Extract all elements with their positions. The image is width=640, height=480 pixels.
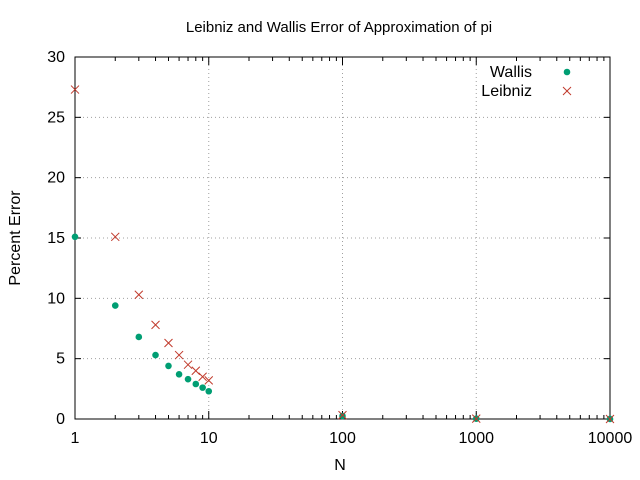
x-tick-label: 1 xyxy=(71,430,80,447)
y-tick-label: 15 xyxy=(47,230,65,247)
wallis-point xyxy=(135,333,143,341)
chart-title: Leibniz and Wallis Error of Approximatio… xyxy=(186,19,492,36)
x-axis: 1 10 100 1000 10000 xyxy=(71,57,633,447)
y-tick-label: 25 xyxy=(47,109,65,126)
leibniz-point xyxy=(471,414,481,423)
legend-label-wallis: Wallis xyxy=(490,64,532,81)
legend-marker-wallis xyxy=(563,68,571,76)
leibniz-point xyxy=(110,232,120,242)
x-tick-label: 10 xyxy=(200,430,218,447)
y-tick-label: 10 xyxy=(47,290,65,307)
wallis-point xyxy=(199,384,206,391)
wallis-point xyxy=(192,380,200,388)
leibniz-point xyxy=(134,290,144,300)
y-axis-label: Percent Error xyxy=(7,190,24,286)
wallis-point xyxy=(71,233,79,241)
wallis-point xyxy=(184,375,192,383)
wallis-point xyxy=(165,362,172,370)
wallis-point xyxy=(175,371,183,378)
y-tick-label: 20 xyxy=(47,170,65,187)
x-axis-label: N xyxy=(334,457,346,474)
legend-marker-leibniz xyxy=(562,86,572,96)
leibniz-point xyxy=(198,372,207,382)
wallis-point xyxy=(111,302,119,309)
y-tick-label: 5 xyxy=(56,351,65,368)
legend: Wallis Leibniz xyxy=(481,64,572,100)
wallis-point xyxy=(152,351,159,359)
wallis-point xyxy=(205,387,213,395)
leibniz-point xyxy=(70,85,80,94)
leibniz-point xyxy=(183,360,193,370)
y-axis: 0 5 10 15 20 25 30 xyxy=(47,49,610,428)
leibniz-point xyxy=(174,350,184,360)
legend-label-leibniz: Leibniz xyxy=(481,83,532,100)
leibniz-point xyxy=(605,414,615,424)
leibniz-point xyxy=(338,410,347,420)
x-tick-label: 10000 xyxy=(588,430,633,447)
leibniz-point xyxy=(191,366,201,376)
x-tick-label: 1000 xyxy=(458,430,494,447)
series-leibniz xyxy=(70,85,615,424)
leibniz-point xyxy=(164,338,173,348)
wallis-point xyxy=(339,412,346,420)
grid xyxy=(75,57,610,419)
x-tick-label: 100 xyxy=(329,430,356,447)
data-marks xyxy=(70,85,615,424)
y-tick-label: 0 xyxy=(56,411,65,428)
leibniz-point xyxy=(204,376,214,385)
leibniz-point xyxy=(151,320,160,330)
y-tick-label: 30 xyxy=(47,49,65,66)
